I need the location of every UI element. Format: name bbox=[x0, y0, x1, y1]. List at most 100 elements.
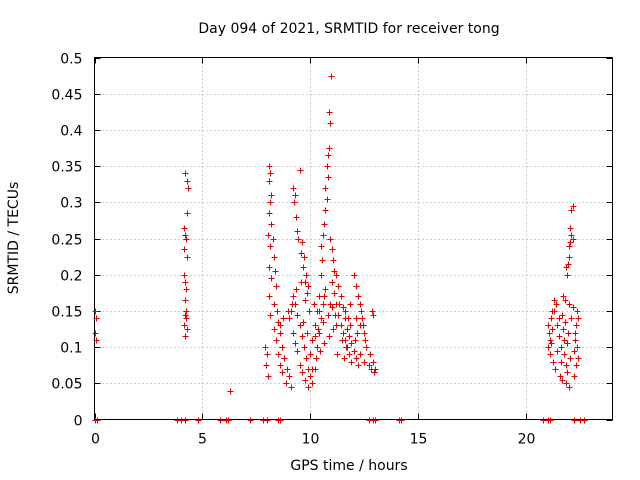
data-point bbox=[566, 243, 573, 250]
data-point bbox=[312, 322, 319, 329]
data-point bbox=[297, 362, 304, 369]
data-point bbox=[266, 178, 273, 185]
data-points bbox=[92, 73, 588, 424]
data-point bbox=[290, 293, 297, 300]
y-tick-label: 0 bbox=[74, 414, 83, 430]
data-point bbox=[342, 308, 349, 315]
data-point bbox=[267, 243, 274, 250]
data-point bbox=[570, 236, 577, 243]
data-point bbox=[181, 246, 188, 253]
data-point bbox=[227, 388, 234, 395]
data-point bbox=[325, 174, 332, 181]
data-point bbox=[325, 312, 332, 319]
data-point bbox=[330, 326, 337, 333]
data-point bbox=[302, 297, 309, 304]
data-point bbox=[340, 330, 347, 337]
data-point bbox=[563, 264, 570, 271]
x-tick-label: 0 bbox=[91, 432, 100, 448]
data-point bbox=[275, 351, 282, 358]
data-point bbox=[559, 377, 566, 384]
data-point bbox=[338, 293, 345, 300]
data-point bbox=[298, 250, 305, 257]
data-point bbox=[355, 293, 362, 300]
data-point bbox=[290, 185, 297, 192]
data-point bbox=[290, 330, 297, 337]
data-point bbox=[361, 330, 368, 337]
data-point bbox=[359, 315, 366, 322]
data-point bbox=[560, 293, 567, 300]
data-point bbox=[94, 417, 101, 424]
data-point bbox=[568, 315, 575, 322]
gridlines bbox=[94, 57, 613, 420]
data-point bbox=[293, 286, 300, 293]
data-point bbox=[302, 377, 309, 384]
y-tick-label: 0.45 bbox=[51, 88, 82, 104]
data-point bbox=[271, 301, 278, 308]
data-point bbox=[266, 210, 273, 217]
data-point bbox=[570, 203, 577, 210]
data-point bbox=[325, 152, 332, 159]
data-point bbox=[561, 337, 568, 344]
data-point bbox=[331, 268, 338, 275]
data-point bbox=[267, 199, 274, 206]
data-point bbox=[566, 384, 573, 391]
data-point bbox=[184, 210, 191, 217]
data-point bbox=[184, 326, 191, 333]
data-point bbox=[548, 340, 555, 347]
axis-ticks: 0 0.05 0.1 0.15 0.2 0.25 0.3 0.35 0.4 0.45 0.5 0 5 10… bbox=[51, 52, 613, 448]
data-point bbox=[564, 369, 571, 376]
data-point bbox=[283, 380, 290, 387]
data-point bbox=[361, 359, 368, 366]
data-point bbox=[348, 340, 355, 347]
data-point bbox=[549, 326, 556, 333]
data-point bbox=[318, 315, 325, 322]
data-point bbox=[327, 120, 334, 127]
data-point bbox=[548, 315, 555, 322]
data-point bbox=[571, 373, 578, 380]
data-point bbox=[353, 283, 360, 290]
data-point bbox=[314, 344, 321, 351]
y-tick-label: 0.15 bbox=[51, 305, 82, 321]
plot-frame bbox=[94, 57, 613, 420]
data-point bbox=[563, 380, 570, 387]
data-point bbox=[562, 297, 569, 304]
data-point bbox=[554, 322, 561, 329]
data-point bbox=[93, 337, 100, 344]
data-point bbox=[309, 337, 316, 344]
data-point bbox=[265, 232, 272, 239]
data-point bbox=[567, 239, 574, 246]
data-point bbox=[268, 275, 275, 282]
data-point bbox=[92, 308, 99, 315]
data-point bbox=[182, 297, 189, 304]
data-point bbox=[300, 319, 307, 326]
data-point bbox=[558, 359, 565, 366]
data-point bbox=[272, 268, 279, 275]
data-point bbox=[358, 308, 365, 315]
data-point bbox=[327, 236, 334, 243]
y-tick-label: 0.1 bbox=[60, 341, 82, 357]
data-point bbox=[183, 315, 190, 322]
data-point bbox=[299, 333, 306, 340]
data-point bbox=[554, 348, 561, 355]
data-point bbox=[332, 312, 339, 319]
data-point bbox=[313, 355, 320, 362]
data-point bbox=[294, 228, 301, 235]
data-point bbox=[92, 330, 99, 337]
data-point bbox=[307, 351, 314, 358]
data-point bbox=[339, 337, 346, 344]
data-point bbox=[326, 333, 333, 340]
data-point bbox=[182, 312, 189, 319]
data-point bbox=[305, 283, 312, 290]
y-tick-label: 0.35 bbox=[51, 160, 82, 176]
data-point bbox=[305, 384, 312, 391]
chart-title: Day 094 of 2021, SRMTID for receiver ton… bbox=[198, 21, 499, 37]
data-point bbox=[562, 319, 569, 326]
data-point bbox=[182, 417, 189, 424]
data-point bbox=[357, 351, 364, 358]
data-point bbox=[545, 344, 552, 351]
data-point bbox=[327, 301, 334, 308]
data-point bbox=[352, 337, 359, 344]
data-point bbox=[266, 163, 273, 170]
data-point bbox=[570, 304, 577, 311]
data-point bbox=[572, 330, 579, 337]
